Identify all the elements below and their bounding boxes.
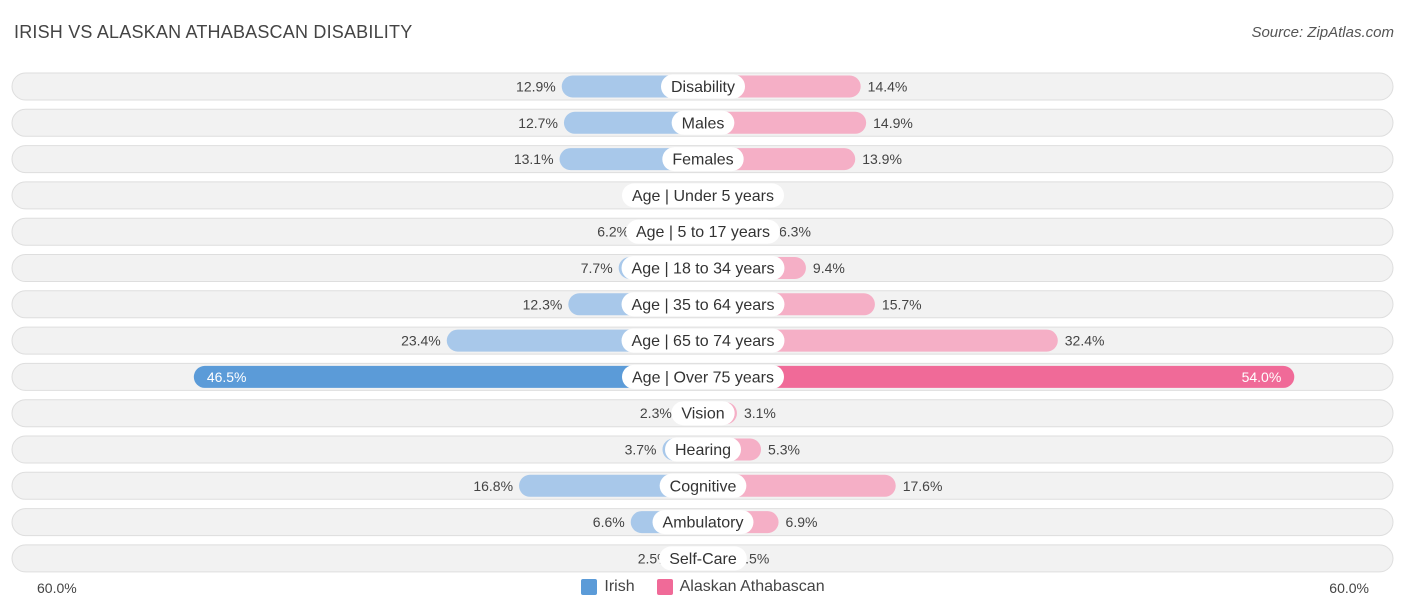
bar-alaskan-athabascan bbox=[703, 474, 896, 497]
value-label-irish: 12.9% bbox=[516, 79, 556, 95]
value-label-irish: 7.7% bbox=[581, 260, 613, 276]
value-label-irish: 3.7% bbox=[625, 442, 657, 458]
category-label: Cognitive bbox=[670, 478, 737, 495]
category-label-pill bbox=[664, 437, 742, 462]
bar-irish bbox=[519, 474, 703, 497]
legend-swatch-alaskan bbox=[656, 579, 673, 595]
row-females: 13.1% 13.9% Females bbox=[11, 145, 1394, 174]
category-label: Age | Under 5 years bbox=[632, 188, 774, 205]
value-label-irish: 2.3% bbox=[640, 405, 672, 421]
row-disability: 12.9% 14.4% Disability bbox=[11, 72, 1394, 101]
bar-irish bbox=[563, 111, 703, 134]
chart-title: IRISH VS ALASKAN ATHABASCAN DISABILITY bbox=[14, 22, 413, 42]
category-label-pill bbox=[660, 74, 746, 99]
legend-item-irish[interactable]: Irish bbox=[581, 578, 635, 596]
value-label-alaskan-athabascan: 6.9% bbox=[786, 514, 818, 530]
legend-label-irish: Irish bbox=[604, 578, 635, 595]
category-label-pill bbox=[621, 328, 785, 353]
bar-alaskan-athabascan bbox=[703, 329, 1058, 352]
value-label-irish: 23.4% bbox=[401, 333, 441, 349]
category-label: Age | 5 to 17 years bbox=[636, 224, 770, 241]
category-label: Age | 65 to 74 years bbox=[632, 333, 775, 350]
value-label-alaskan-athabascan: 32.4% bbox=[1065, 333, 1105, 349]
value-label-irish: 12.3% bbox=[523, 296, 563, 312]
value-label-alaskan-athabascan: 17.6% bbox=[903, 478, 943, 494]
category-label-pill bbox=[625, 219, 781, 244]
row-ambulatory: 6.6% 6.9% Ambulatory bbox=[11, 508, 1394, 537]
value-label-irish: 16.8% bbox=[473, 478, 513, 494]
row-age-65-to-74-years: 23.4% 32.4% Age | 65 to 74 years bbox=[11, 326, 1394, 355]
value-label-alaskan-athabascan: 13.9% bbox=[862, 151, 902, 167]
bar-alaskan-athabascan bbox=[703, 365, 1295, 388]
row-hearing: 3.7% 5.3% Hearing bbox=[11, 435, 1394, 464]
category-label-pill bbox=[659, 546, 747, 571]
row-males: 12.7% 14.9% Males bbox=[11, 108, 1394, 137]
row-age-over-75-years: 46.5% 54.0% Age | Over 75 years bbox=[11, 362, 1394, 391]
category-label: Females bbox=[672, 152, 733, 169]
category-label-pill bbox=[659, 473, 747, 498]
value-label-irish: 13.1% bbox=[514, 151, 554, 167]
category-label: Ambulatory bbox=[663, 515, 744, 532]
category-label-pill bbox=[621, 292, 785, 317]
category-label: Males bbox=[682, 115, 725, 132]
row-vision: 2.3% 3.1% Vision bbox=[11, 399, 1394, 428]
bar-irish bbox=[193, 365, 703, 388]
category-label: Age | 35 to 64 years bbox=[632, 297, 775, 314]
value-label-irish: 6.6% bbox=[593, 514, 625, 530]
value-label-alaskan-athabascan: 54.0% bbox=[1242, 369, 1282, 385]
category-label-pill bbox=[621, 183, 785, 208]
category-label-pill bbox=[671, 110, 735, 135]
category-label-pill bbox=[662, 147, 744, 172]
legend: Irish Alaskan Athabascan bbox=[0, 578, 1406, 596]
axis-left-label: 60.0% bbox=[37, 580, 77, 596]
row-age-18-to-34-years: 7.7% 9.4% Age | 18 to 34 years bbox=[11, 254, 1394, 282]
value-label-irish: 6.2% bbox=[597, 224, 629, 240]
value-label-alaskan-athabascan: 14.4% bbox=[868, 79, 908, 95]
row-self-care: 2.5% 2.5%Self-Care bbox=[11, 544, 1394, 573]
legend-swatch-irish bbox=[581, 579, 598, 595]
category-label: Age | 18 to 34 years bbox=[632, 261, 775, 278]
category-label: Vision bbox=[681, 406, 724, 423]
category-label-pill bbox=[652, 510, 754, 535]
value-label-alaskan-athabascan: 5.3% bbox=[768, 442, 800, 458]
value-label-alaskan-athabascan: 14.9% bbox=[873, 115, 913, 131]
category-label: Disability bbox=[671, 79, 735, 96]
value-label-alaskan-athabascan: 9.4% bbox=[813, 260, 845, 276]
source-note: Source: ZipAtlas.com bbox=[1251, 24, 1394, 41]
row-cognitive: 16.8% 17.6% Cognitive bbox=[11, 471, 1394, 500]
category-label-pill bbox=[621, 256, 785, 280]
value-label-alaskan-athabascan: 15.7% bbox=[882, 296, 922, 312]
category-label-pill bbox=[671, 401, 735, 426]
bar-alaskan-athabascan bbox=[703, 111, 867, 134]
row-age-under-5-years: 1.7%1.5%Age | Under 5 years bbox=[11, 181, 1394, 210]
category-label-pill bbox=[622, 364, 784, 389]
category-label: Self-Care bbox=[669, 551, 737, 568]
value-label-alaskan-athabascan: 6.3% bbox=[779, 224, 811, 240]
value-label-alaskan-athabascan: 3.1% bbox=[744, 405, 776, 421]
axis-right-label: 60.0% bbox=[1329, 580, 1369, 596]
category-label: Age | Over 75 years bbox=[632, 369, 774, 386]
diverging-bar-chart: 12.9% 14.4% Disability 12.7% 14.9% Males 13.1%… bbox=[11, 72, 1394, 573]
value-label-irish: 46.5% bbox=[207, 369, 247, 385]
value-label-irish: 12.7% bbox=[518, 115, 558, 131]
legend-label-alaskan: Alaskan Athabascan bbox=[679, 578, 825, 595]
row-age-5-to-17-years: 6.2% 6.3% Age | 5 to 17 years bbox=[11, 217, 1394, 246]
row-age-35-to-64-years: 12.3% 15.7% Age | 35 to 64 years bbox=[11, 290, 1394, 319]
category-label: Hearing bbox=[675, 442, 731, 459]
legend-item-alaskan[interactable]: Alaskan Athabascan bbox=[656, 578, 825, 596]
